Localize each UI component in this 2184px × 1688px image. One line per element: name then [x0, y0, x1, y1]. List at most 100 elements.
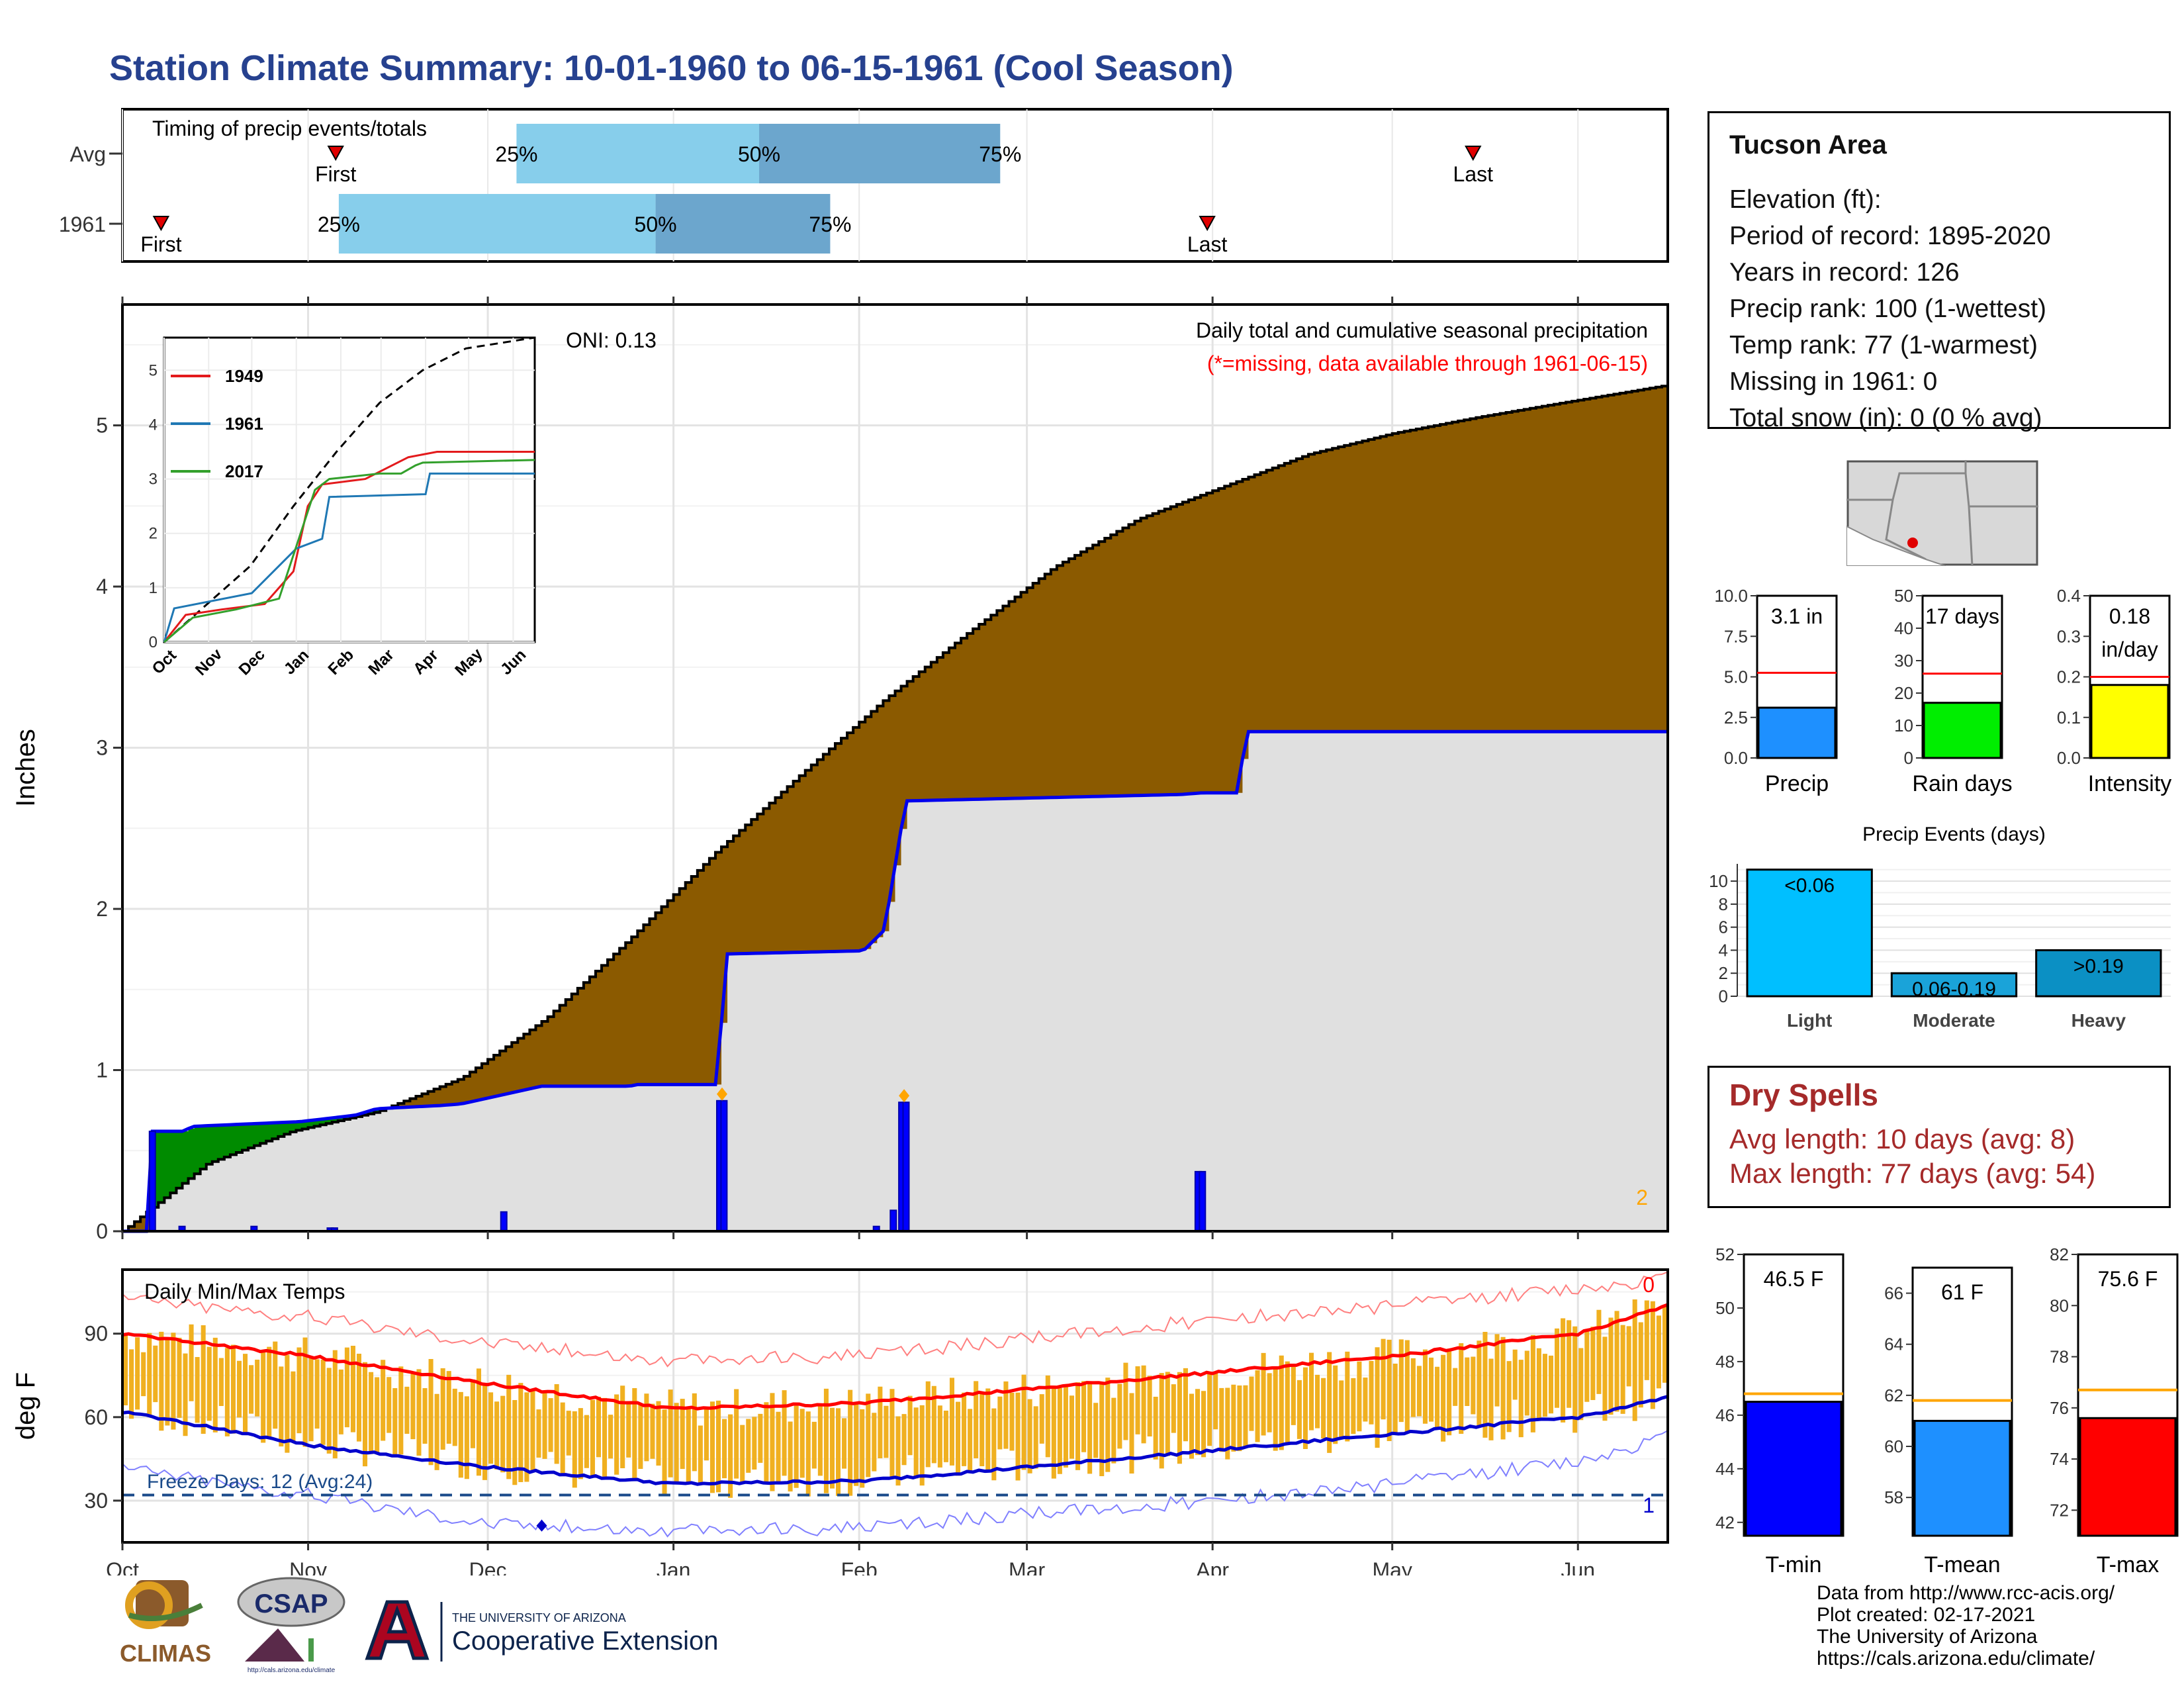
daily-temp-range-bars [123, 1299, 1667, 1498]
mini-label: Rain days [1912, 771, 2012, 796]
timing-bar-50-75 [759, 124, 1001, 183]
mexico-region [1846, 525, 1946, 566]
dry-spells-avg: Avg length: 10 days (avg: 8) [1729, 1123, 2075, 1154]
freeze-days-label: Freeze Days: 12 (Avg:24) [147, 1471, 373, 1493]
events-tick-label: 4 [1719, 940, 1728, 960]
month-label: Dec [469, 1558, 507, 1575]
temp-summary-charts: 42 44 46 48 50 52 46.5 F T-min 58 60 62 64 66 61 F T-m… [1715, 1244, 2179, 1577]
y-tick-label: 5 [96, 414, 108, 438]
mini-tick-label: 0.4 [2057, 586, 2081, 606]
month-label: Mar [1009, 1558, 1045, 1575]
credit-line: Data from http://www.rcc-acis.org/ [1817, 1582, 2115, 1604]
temp-summary-label: T-max [2097, 1552, 2159, 1577]
daily-precip-bar [720, 1100, 728, 1232]
temp-summary-tick-label: 50 [1715, 1298, 1735, 1318]
timing-bar-25-50 [338, 194, 656, 254]
events-bar-label: <0.06 [1784, 875, 1835, 897]
info-line: Total snow (in): 0 (0 % avg) [1729, 404, 2042, 432]
inset-y-label: 4 [149, 416, 158, 434]
daily-precip-bar [889, 1209, 897, 1232]
missing-data-marker [717, 1087, 728, 1101]
temp-plot-bg [122, 1270, 1668, 1542]
info-line: Elevation (ft): [1729, 185, 1882, 214]
temp-title: Daily Min/Max Temps [144, 1280, 345, 1303]
temp-summary-value: 61 F [1941, 1280, 1983, 1304]
avg-max-line [122, 1303, 1668, 1411]
daily-precip-bar [500, 1211, 508, 1232]
month-label: Jun [1561, 1558, 1595, 1575]
inset-y-label: 5 [149, 361, 158, 379]
timing-last-marker [1465, 146, 1482, 162]
events-tick-label: 10 [1709, 871, 1728, 891]
missing-note: (*=missing, data available through 1961-… [1207, 352, 1648, 375]
events-tick-label: 0 [1719, 986, 1728, 1006]
timing-bar-25-50 [516, 124, 760, 183]
events-bar-moderate [1890, 972, 2018, 998]
precip-events-chart: Precip Events (days) 0 2 4 6 8 10 <0.06 Light 0.0… [1709, 823, 2171, 1031]
csap-logo: CSAP http://cals.arizona.edu/climate [237, 1577, 345, 1674]
inset-legend-label: 2017 [225, 461, 263, 481]
daily-precip-bar [148, 1131, 156, 1232]
mini-label: Precip [1765, 771, 1829, 796]
mini-bar-intensity [2090, 684, 2169, 759]
surplus-area [152, 1108, 387, 1207]
record-high-count: 0 [1643, 1273, 1655, 1297]
month-label: Nov [289, 1558, 327, 1575]
inset-series-1961 [163, 472, 535, 643]
info-line: Missing in 1961: 0 [1729, 367, 1938, 396]
events-title: Precip Events (days) [1862, 823, 2046, 845]
inset-y-label: 0 [149, 633, 158, 651]
temp-summary-bar-t-min [1745, 1401, 1843, 1537]
mini-tick-label: 0.3 [2057, 626, 2081, 646]
info-line: Years in record: 126 [1729, 258, 1960, 287]
station-info-box: Tucson Area Elevation (ft): Period of re… [1707, 111, 2171, 432]
daily-precip-bar [1199, 1170, 1206, 1233]
record-low-count: 1 [1643, 1493, 1655, 1517]
events-bar-label: 0.06-0.19 [1912, 978, 1996, 1000]
station-name: Tucson Area [1729, 130, 1887, 160]
mini-tick-label: 40 [1894, 618, 1913, 638]
mini-tick-label: 30 [1894, 651, 1913, 671]
credit-line: The University of Arizona [1817, 1626, 2038, 1648]
timing-first-label: First [140, 232, 181, 256]
timing-last-marker [1199, 216, 1216, 232]
climas-logo-text: CLIMAS [120, 1640, 211, 1667]
precip-frame [121, 303, 1669, 1233]
timing-first-marker [327, 146, 344, 162]
events-category: Moderate [1913, 1010, 1995, 1031]
mini-tick-label: 50 [1894, 586, 1913, 606]
timing-first-label: First [315, 162, 356, 186]
month-label: Apr [1196, 1558, 1229, 1575]
temp-summary-value: 46.5 F [1764, 1267, 1824, 1291]
events-bar-heavy [2035, 949, 2162, 998]
inset-y-label: 3 [149, 471, 158, 489]
dry-spells-max: Max length: 77 days (avg: 54) [1729, 1158, 2096, 1189]
csap-url: http://cals.arizona.edu/climate [248, 1667, 336, 1674]
record-max-line [122, 1271, 1668, 1368]
csap-logo-text: CSAP [254, 1589, 328, 1618]
record-min-line [122, 1430, 1668, 1538]
inset-frame [163, 336, 536, 643]
events-bar-label: >0.19 [2073, 955, 2124, 977]
inset-series-avg [163, 336, 535, 643]
temp-summary-tick-label: 62 [1884, 1385, 1903, 1405]
daily-precip-bar [902, 1102, 910, 1233]
ua-big-text: Cooperative Extension [452, 1626, 718, 1656]
info-line: Precip rank: 100 (1-wettest) [1729, 295, 2047, 323]
climas-logo: CLIMAS [120, 1580, 211, 1667]
month-label: Oct [106, 1558, 139, 1575]
credit-line: https://cals.arizona.edu/climate/ [1817, 1648, 2095, 1669]
avg-min-line [122, 1395, 1668, 1486]
y-axis-label: deg F [11, 1372, 40, 1440]
mini-value: 0.18 [2109, 604, 2150, 628]
temp-summary-value: 75.6 F [2098, 1267, 2158, 1291]
inset-y-label: 1 [149, 579, 158, 597]
precip-header: Daily total and cumulative seasonal prec… [1196, 318, 1648, 342]
deficit-area [122, 386, 1668, 1231]
state-border [1846, 460, 2038, 566]
year-cumulative-fill [122, 731, 1668, 1231]
oni-label: ONI: 0.13 [566, 328, 657, 352]
page-title: Station Climate Summary: 10-01-1960 to 0… [109, 48, 1234, 88]
temp-summary-tick-label: 58 [1884, 1487, 1903, 1507]
temp-summary-tick-label: 60 [1884, 1436, 1903, 1456]
